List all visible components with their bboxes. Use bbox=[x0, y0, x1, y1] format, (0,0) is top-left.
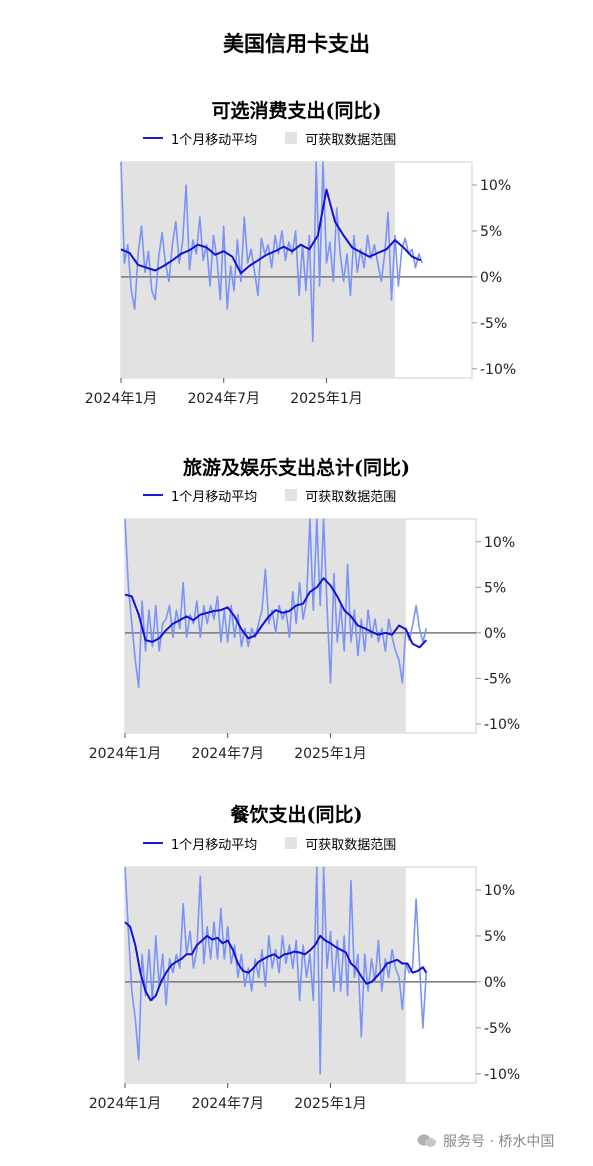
watermark-text: 服务号 · 桥水中国 bbox=[443, 1134, 555, 1150]
y-tick-label: -5% bbox=[484, 1021, 511, 1037]
series-moving-average-line bbox=[124, 921, 428, 1002]
y-tick-label: 10% bbox=[480, 178, 511, 194]
panel-title-travel: 旅游及娱乐支出总计(同比) bbox=[183, 457, 410, 479]
panel-title-dining: 餐饮支出(同比) bbox=[230, 804, 363, 826]
legend-ma-label: 1个月移动平均 bbox=[171, 132, 258, 148]
x-tick-label: 2024年1月 bbox=[85, 391, 158, 407]
legend-ma-swatch bbox=[143, 137, 163, 139]
x-tick-label: 2025年1月 bbox=[294, 1096, 367, 1112]
wechat-icon bbox=[417, 1134, 436, 1147]
y-tick-label: 5% bbox=[484, 580, 506, 596]
x-tick-label: 2024年1月 bbox=[89, 746, 162, 762]
legend-range-label: 可获取数据范围 bbox=[305, 837, 397, 853]
chart-travel: 10% 5% 0% -5% -10% 2024年1月 2024年7月 2025年1月 bbox=[89, 518, 520, 762]
y-tick-label: 0% bbox=[484, 975, 506, 991]
y-tick-label: 5% bbox=[484, 929, 506, 945]
legend-ma-label: 1个月移动平均 bbox=[171, 489, 258, 505]
x-tick-label: 2024年7月 bbox=[187, 391, 260, 407]
y-tick-label: 10% bbox=[484, 883, 515, 899]
available-range-area bbox=[121, 162, 395, 378]
available-range-area bbox=[125, 519, 406, 733]
main-title: 美国信用卡支出 bbox=[223, 31, 370, 56]
y-tick-label: -10% bbox=[484, 1067, 520, 1083]
y-tick-label: 10% bbox=[484, 535, 515, 551]
chart-discretionary: 10% 5% 0% -5% -10% 2024年1月 2024年7月 2025年1月 bbox=[85, 161, 516, 407]
legend-range-swatch bbox=[285, 489, 298, 501]
legend-ma-swatch bbox=[143, 494, 163, 496]
y-tick-label: 0% bbox=[484, 626, 506, 642]
series-daily-line bbox=[124, 866, 428, 1075]
legend-range-swatch bbox=[285, 132, 298, 144]
legend-ma-swatch bbox=[143, 842, 163, 844]
panel-title-discretionary: 可选消费支出(同比) bbox=[211, 100, 382, 122]
y-tick-label: -5% bbox=[480, 316, 507, 332]
y-tick-label: -5% bbox=[484, 671, 511, 687]
series-daily-line bbox=[124, 518, 428, 689]
x-tick-label: 2024年1月 bbox=[89, 1096, 162, 1112]
x-tick-label: 2025年1月 bbox=[290, 391, 363, 407]
x-tick-label: 2024年7月 bbox=[191, 1096, 264, 1112]
watermark: 服务号 · 桥水中国 bbox=[417, 1131, 554, 1151]
x-tick-label: 2025年1月 bbox=[294, 746, 367, 762]
series-daily-line bbox=[120, 161, 424, 342]
series-moving-average-line bbox=[124, 577, 428, 649]
x-tick-label: 2024年7月 bbox=[191, 746, 264, 762]
y-tick-label: 0% bbox=[480, 270, 502, 286]
legend-discretionary: 1个月移动平均 可获取数据范围 bbox=[143, 128, 396, 148]
legend-dining: 1个月移动平均 可获取数据范围 bbox=[143, 833, 396, 853]
legend-travel: 1个月移动平均 可获取数据范围 bbox=[143, 485, 396, 505]
chart-dining: 10% 5% 0% -5% -10% 2024年1月 2024年7月 2025年1月 bbox=[89, 866, 520, 1112]
y-tick-label: -10% bbox=[484, 717, 520, 733]
legend-range-label: 可获取数据范围 bbox=[305, 489, 397, 505]
legend-range-swatch bbox=[285, 837, 298, 849]
y-tick-label: -10% bbox=[480, 362, 516, 378]
series-moving-average-line bbox=[120, 188, 421, 275]
y-tick-label: 5% bbox=[480, 224, 502, 240]
legend-range-label: 可获取数据范围 bbox=[305, 132, 397, 148]
legend-ma-label: 1个月移动平均 bbox=[171, 837, 258, 853]
